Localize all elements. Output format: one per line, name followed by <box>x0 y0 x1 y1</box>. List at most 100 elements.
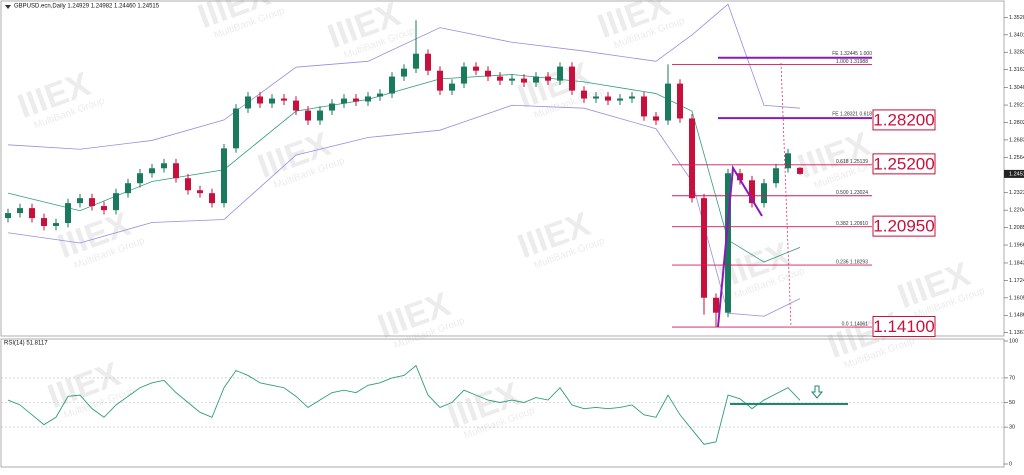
y-tick-label: 1.18435 <box>1009 260 1024 266</box>
candle-body <box>461 66 467 84</box>
candle-body <box>113 193 119 211</box>
menu-arrow <box>5 5 11 9</box>
candle-body <box>257 96 263 104</box>
candle-body <box>377 93 383 97</box>
projection-line <box>780 62 792 328</box>
candle-body <box>365 96 371 102</box>
candle-body <box>497 76 503 81</box>
y-tick-label: 1.16055 <box>1009 295 1024 301</box>
fib-label: 0.236 1.18293 <box>836 259 868 265</box>
level-label: 1.28200 <box>873 110 934 129</box>
candle-body <box>773 168 779 184</box>
candle-body <box>293 100 299 111</box>
candle-body <box>29 208 35 219</box>
rsi-tick-label: 100 <box>1009 338 1018 344</box>
candle-body <box>557 66 563 81</box>
candle-body <box>101 206 107 211</box>
fib-label: 1.000 1.31988 <box>836 59 868 65</box>
level-label: 1.25200 <box>873 154 934 173</box>
candle-body <box>41 218 47 226</box>
candle-body <box>665 83 671 121</box>
candle-body <box>305 110 311 121</box>
candle-body <box>749 180 755 204</box>
y-tick-label: 1.14865 <box>1009 313 1024 319</box>
y-tick-label: 1.35200 <box>1009 15 1024 21</box>
candle-body <box>437 70 443 91</box>
fib-label: 0.500 1.23024 <box>836 190 868 196</box>
candle-body <box>281 98 287 101</box>
candle-body <box>677 83 683 119</box>
rsi-title: RSI(14) 51.8117 <box>4 341 48 347</box>
y-tick-label: 1.13675 <box>1009 330 1024 336</box>
y-tick-label: 1.20850 <box>1009 225 1024 231</box>
fe-label: FE 1.28321 0.618 <box>832 111 872 117</box>
y-tick-label: 1.29215 <box>1009 103 1024 109</box>
candle-body <box>653 116 659 121</box>
candle-body <box>473 66 479 71</box>
abc-wave <box>717 164 763 328</box>
candle-body <box>737 173 743 181</box>
chart-title: GBPUSD.ecn,Daily 1.24929 1.24982 1.24460… <box>14 4 160 10</box>
y-tick-label: 1.17245 <box>1009 278 1024 284</box>
y-tick-label: 1.34010 <box>1009 32 1024 38</box>
candle-body <box>617 98 623 101</box>
candle-body <box>509 78 515 81</box>
band-upper <box>7 3 801 150</box>
y-tick-label: 1.25645 <box>1009 155 1024 161</box>
candle-body <box>233 108 239 149</box>
up-arrow <box>810 385 824 399</box>
level-label: 1.14100 <box>873 317 934 336</box>
candle-body <box>341 98 347 104</box>
candle-body <box>77 198 83 204</box>
candle-body <box>221 148 227 204</box>
fib-label: 0.382 1.20910 <box>836 221 868 227</box>
level-box <box>872 215 936 237</box>
y-tick-label: 1.32820 <box>1009 50 1024 56</box>
plot: 1.35200 1.34010 1.32820 1.31630 1.30405 1.292… <box>1 3 1024 467</box>
y-tick-label: 1.28025 <box>1009 120 1024 126</box>
candle-body <box>317 110 323 121</box>
y-tick-label: 1.31630 <box>1009 67 1024 73</box>
candle-body <box>485 70 491 77</box>
candle-body <box>641 96 647 117</box>
candle-body <box>569 66 575 91</box>
candle-body <box>629 96 635 99</box>
candle-body <box>209 193 215 204</box>
main-panel <box>0 0 1005 337</box>
candle-body <box>785 153 791 169</box>
candle-body <box>5 213 11 219</box>
y-tick-label: 1.30405 <box>1009 85 1024 91</box>
candle-body <box>521 78 527 83</box>
candle-body <box>401 68 407 77</box>
rsi-tick-label: 50 <box>1009 400 1015 406</box>
candle-body <box>17 208 23 214</box>
candle-body <box>425 53 431 71</box>
candle-body <box>701 198 707 298</box>
candle-body <box>689 118 695 199</box>
candle-body <box>413 53 419 69</box>
candle-body <box>353 98 359 102</box>
y-tick-label: 1.22040 <box>1009 208 1024 214</box>
fe-label: FE 1.32445 1.000 <box>832 51 872 57</box>
candle-body <box>389 76 395 94</box>
candle-body <box>161 163 167 169</box>
level-box <box>872 315 936 337</box>
candle-body <box>269 98 275 104</box>
level-box <box>872 153 936 175</box>
candle-body <box>185 178 191 191</box>
candle-body <box>545 76 551 81</box>
candle-body <box>449 83 455 91</box>
candle-body <box>761 183 767 204</box>
candle-body <box>125 183 131 194</box>
candle-body <box>797 167 803 174</box>
rsi-line <box>7 364 801 445</box>
candle-body <box>581 90 587 99</box>
candle-body <box>65 203 71 224</box>
price-tag <box>1004 169 1024 178</box>
candle-body <box>725 173 731 313</box>
level-box <box>872 109 936 131</box>
y-tick-label: 1.26835 <box>1009 137 1024 143</box>
candle-body <box>713 297 719 313</box>
fib-label: 0.618 1.25139 <box>836 159 868 165</box>
